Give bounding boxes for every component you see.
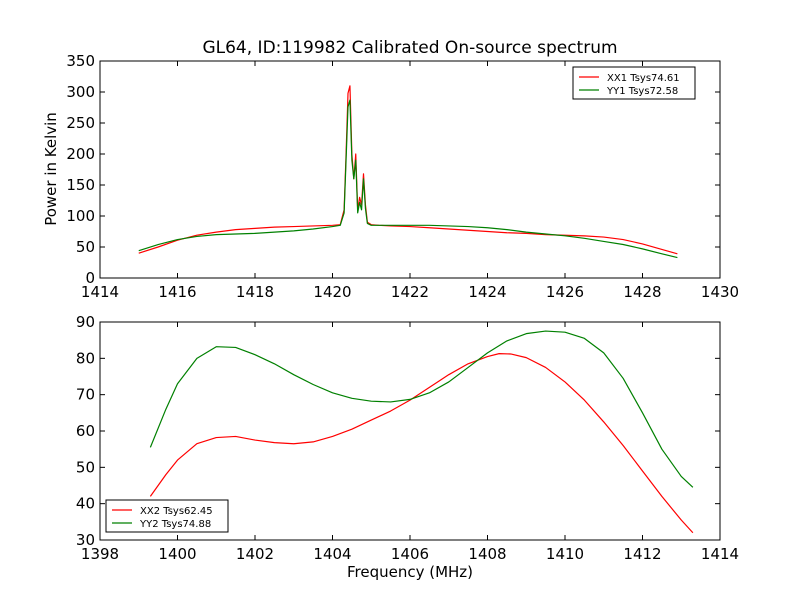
bottom-series-line-2	[149, 330, 694, 488]
bottom-legend-label-1: XX2 Tsys62.45	[140, 506, 213, 517]
top-y-tick-label: 300	[66, 83, 95, 101]
top-y-tick-label: 350	[66, 52, 95, 70]
bottom-y-tick-label: 70	[76, 386, 95, 404]
bottom-y-tick-label: 30	[76, 531, 95, 549]
bottom-legend-label-2: YY2 Tsys74.88	[139, 519, 211, 530]
bottom-legend-box	[105, 499, 229, 533]
top-x-tick-label: 1428	[623, 283, 661, 301]
top-x-tick-label: 1424	[468, 283, 506, 301]
top-y-tick-label: 50	[76, 238, 95, 256]
top-y-tick-label: 250	[66, 114, 95, 132]
top-legend-box	[572, 66, 696, 100]
bottom-x-tick-label: 1400	[158, 545, 196, 563]
bottom-x-tick-label: 1404	[313, 545, 351, 563]
top-y-axis-label: Power in Kelvin	[42, 112, 60, 226]
top-x-tick-label: 1430	[701, 283, 739, 301]
bottom-panel: 1398 1400 1402 1404 1406 1408 1410 1412 1414 30 40…	[76, 313, 739, 563]
bottom-x-tick-label: 1406	[391, 545, 429, 563]
top-y-tick-label: 200	[66, 145, 95, 163]
top-x-tick-label: 1416	[158, 283, 196, 301]
bottom-y-tick-label: 90	[76, 313, 95, 331]
top-legend-label-1: XX1 Tsys74.61	[607, 73, 680, 84]
bottom-x-tick-label: 1414	[701, 545, 739, 563]
top-series-line-2	[138, 99, 678, 259]
bottom-x-tick-label: 1408	[468, 545, 506, 563]
top-legend: XX1 Tsys74.61 YY1 Tsys72.58	[572, 66, 696, 100]
top-y-tick-label: 0	[85, 269, 95, 287]
bottom-y-tick-label: 60	[76, 422, 95, 440]
bottom-legend: XX2 Tsys62.45 YY2 Tsys74.88	[105, 499, 229, 533]
top-x-tick-label: 1418	[236, 283, 274, 301]
x-axis-label: Frequency (MHz)	[347, 563, 473, 581]
top-x-tick-label: 1422	[391, 283, 429, 301]
bottom-x-tick-label: 1402	[236, 545, 274, 563]
top-x-tick-label: 1420	[313, 283, 351, 301]
top-x-tick-label: 1426	[546, 283, 584, 301]
top-y-tick-label: 150	[66, 176, 95, 194]
figure-title: GL64, ID:119982 Calibrated On-source spe…	[202, 38, 617, 58]
bottom-x-tick-label: 1410	[546, 545, 584, 563]
bottom-x-tick-label: 1398	[81, 545, 119, 563]
top-panel: 1414 1416 1418 1420 1422 1424 1426 1428 1430 0 50 1…	[66, 52, 739, 301]
bottom-y-tick-label: 40	[76, 495, 95, 513]
bottom-x-tick-label: 1412	[623, 545, 661, 563]
top-legend-label-2: YY1 Tsys72.58	[606, 86, 678, 97]
bottom-y-tick-label: 80	[76, 349, 95, 367]
top-x-tick-label: 1414	[81, 283, 119, 301]
bottom-y-tick-label: 50	[76, 458, 95, 476]
top-y-tick-label: 100	[66, 207, 95, 225]
bottom-series-line-1	[149, 353, 694, 534]
